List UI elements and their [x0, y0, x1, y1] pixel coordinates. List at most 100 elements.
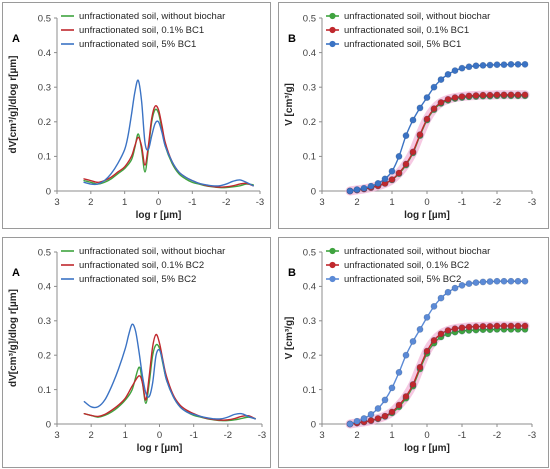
series-group	[83, 79, 254, 187]
data-point	[486, 61, 494, 69]
y-tick-label: 0	[46, 186, 51, 197]
data-point	[430, 302, 438, 310]
data-point	[388, 384, 396, 392]
x-tick-label: -2	[493, 430, 501, 441]
panel-letter: B	[288, 33, 296, 45]
x-tick-label: 2	[88, 197, 93, 208]
data-point	[521, 322, 529, 330]
panel-frame	[278, 2, 549, 229]
legend-marker	[329, 12, 336, 20]
legend-label: unfractionated soil, 0.1% BC1	[79, 25, 204, 36]
data-point	[486, 91, 494, 99]
x-tick-label: 2	[354, 197, 359, 208]
x-tick-label: 3	[319, 430, 324, 441]
y-tick-label: 0.5	[303, 247, 316, 258]
data-point	[374, 405, 382, 412]
data-point	[444, 327, 452, 334]
chart-panel-top-b: 0 0.1 0.2 0.3 0.4 0.5 3 2 1 0 -1 -2 -3 log r [µm] V [c…	[278, 2, 549, 229]
y-axis-title: dV[cm³/g]/dlog r[µm]	[8, 56, 19, 154]
data-point	[423, 115, 431, 123]
legend-label: unfractionated soil, without biochar	[79, 246, 225, 257]
data-point	[493, 277, 501, 285]
data-point	[409, 338, 417, 345]
data-point	[437, 330, 445, 338]
data-point	[500, 277, 508, 285]
data-point	[479, 278, 487, 286]
legend-label: unfractionated soil, 5% BC2	[79, 274, 196, 285]
y-tick-label: 0.4	[38, 48, 51, 59]
y-tick-label: 0.3	[303, 316, 316, 327]
legend-label: unfractionated soil, 0.1% BC2	[344, 260, 469, 271]
y-tick-label: 0	[46, 419, 51, 430]
series-group	[83, 105, 254, 188]
y-tick-label: 0.1	[303, 152, 316, 163]
data-point	[521, 60, 529, 68]
data-point	[430, 337, 438, 344]
x-tick-label: 1	[389, 197, 394, 208]
data-point	[472, 279, 480, 287]
data-point	[367, 182, 375, 190]
data-point	[493, 91, 501, 99]
data-point	[374, 415, 382, 422]
y-tick-label: 0.1	[303, 385, 316, 396]
y-tick-label: 0.4	[303, 48, 316, 59]
x-axis-title: log r [µm]	[404, 210, 450, 221]
x-tick-label: -3	[528, 430, 536, 441]
data-point	[444, 70, 452, 78]
data-point	[367, 417, 375, 424]
data-point	[430, 105, 438, 113]
y-tick-label: 0	[311, 186, 316, 197]
data-point	[451, 94, 459, 101]
series-group	[346, 60, 529, 195]
x-tick-label: -1	[458, 197, 466, 208]
chart-panel-bottom-a: 0 0.1 0.2 0.3 0.4 0.5 3 2 1 0 -1 -2 -3 log r [µm] dV[c…	[2, 237, 271, 468]
data-point	[514, 91, 522, 99]
data-point	[507, 91, 515, 99]
y-tick-label: 0.1	[38, 385, 51, 396]
data-point	[451, 67, 459, 74]
data-point	[507, 60, 515, 68]
y-tick-label: 0.4	[303, 282, 316, 293]
data-point	[500, 322, 508, 330]
data-point	[388, 176, 396, 183]
legend-marker	[329, 26, 336, 34]
panel-letter: A	[12, 33, 20, 45]
data-point	[458, 281, 466, 289]
series-group	[346, 277, 529, 428]
data-point	[444, 95, 452, 103]
x-tick-label: -2	[222, 197, 230, 208]
data-point	[402, 160, 410, 168]
panel-frame	[278, 237, 549, 468]
panel-letter: A	[12, 267, 20, 279]
data-point	[507, 322, 515, 330]
data-point	[486, 278, 494, 285]
data-point	[402, 351, 410, 359]
x-tick-label: -3	[256, 197, 264, 208]
y-tick-label: 0	[311, 419, 316, 430]
data-point	[360, 415, 368, 422]
x-tick-label: 3	[54, 197, 59, 208]
data-point	[514, 322, 522, 330]
data-point	[507, 277, 515, 285]
y-tick-label: 0.2	[38, 117, 51, 128]
y-tick-label: 0.4	[38, 282, 51, 293]
data-point	[381, 412, 389, 420]
data-point	[472, 92, 480, 99]
y-tick-label: 0.5	[38, 247, 51, 258]
data-point	[465, 280, 473, 288]
x-tick-label: -1	[188, 197, 196, 208]
x-tick-label: 2	[354, 430, 359, 441]
data-point	[514, 277, 522, 285]
legend-label: unfractionated soil, without biochar	[344, 11, 490, 22]
x-tick-label: -1	[189, 430, 197, 441]
data-point	[423, 313, 431, 321]
x-tick-label: 2	[89, 430, 94, 441]
data-point	[451, 284, 459, 292]
x-tick-label: 1	[122, 197, 127, 208]
data-point	[395, 401, 403, 409]
x-tick-label: -2	[224, 430, 232, 441]
y-tick-label: 0.2	[303, 351, 316, 362]
legend-label: unfractionated soil, without biochar	[344, 246, 490, 257]
y-tick-label: 0.3	[38, 316, 51, 327]
